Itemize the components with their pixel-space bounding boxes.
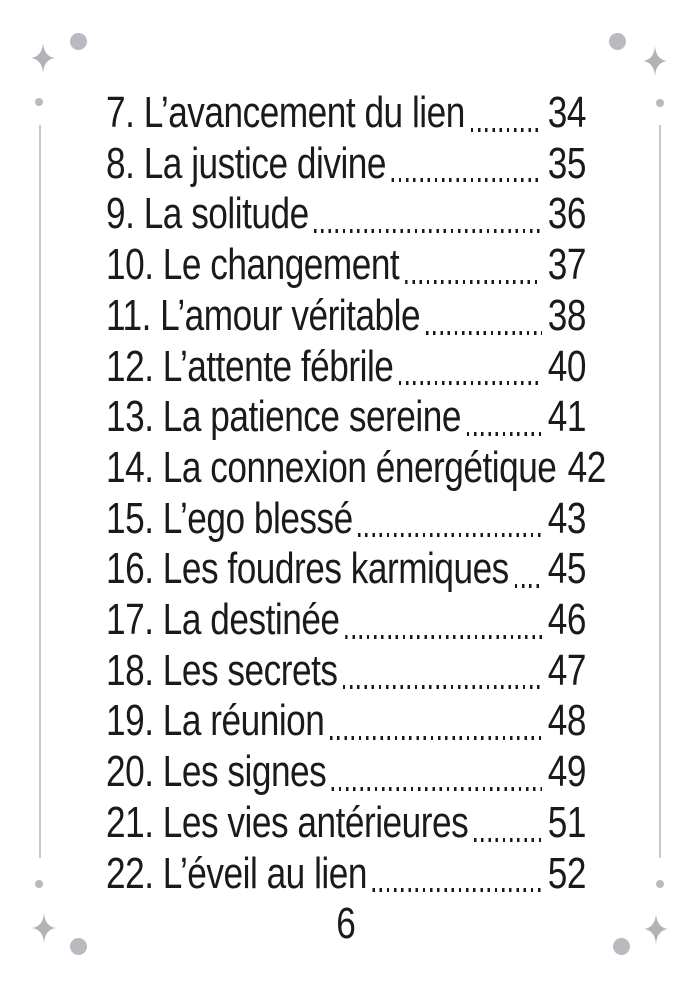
dot-leader [358,533,543,538]
toc-entry-page-number: 41 [547,392,587,442]
toc-entry-page-number: 43 [547,493,587,543]
toc-entry-page-number: 37 [547,240,587,290]
table-of-contents: 7. L’avancement du lien 34 8. La justice… [106,88,606,950]
toc-entry-page-number: 36 [547,189,587,239]
toc-entry[interactable]: 12. L’attente fébrile 40 [106,342,586,393]
toc-entry-label: 10. Le changement [106,240,400,290]
toc-entry[interactable]: 22. L’éveil au lien 52 [106,849,586,900]
toc-entry[interactable]: 17. La destinée 46 [106,595,586,646]
dot-leader [343,685,543,690]
toc-entry[interactable]: 16. Les foudres karmiques 45 [106,544,586,595]
toc-entry-page-number: 46 [547,595,587,645]
toc-entry-page-number: 42 [567,442,607,492]
toc-entry[interactable]: 8. La justice divine 35 [106,139,586,190]
toc-entry[interactable]: 14. La connexion énergétique 42 [106,442,606,494]
page-number: 6 [336,899,356,949]
toc-entry-page-number: 35 [547,138,587,188]
toc-entry-label: 14. La connexion énergétique [106,442,557,492]
toc-entry[interactable]: 10. Le changement 37 [106,240,586,291]
toc-entry-label: 22. L’éveil au lien [106,848,367,898]
dot-small-icon [656,880,664,888]
dot-leader [391,178,543,183]
toc-entry-label: 15. L’ego blessé [106,493,353,543]
toc-entry-page-number: 34 [547,88,587,137]
dot-small-icon [35,880,43,888]
toc-entry-label: 17. La destinée [106,595,340,645]
toc-entry-label: 21. Les vies antérieures [106,797,469,847]
dot-leader [398,381,543,386]
toc-entry-label: 19. La réunion [106,696,325,746]
dot-leader [314,229,543,234]
dot-leader [331,786,543,791]
dot-large-icon [609,33,626,50]
toc-entry[interactable]: 9. La solitude 36 [106,189,586,240]
toc-entry[interactable]: 19. La réunion 48 [106,696,586,747]
dot-leader [329,736,543,741]
toc-entry-label: 18. Les secrets [106,645,338,695]
toc-entry-label: 7. L’avancement du lien [106,88,465,137]
toc-list: 7. L’avancement du lien 34 8. La justice… [106,88,606,900]
toc-entry-label: 12. L’attente fébrile [106,341,394,391]
toc-entry[interactable]: 13. La patience sereine 41 [106,392,586,443]
dot-leader [514,584,543,589]
toc-entry-label: 9. La solitude [106,189,309,239]
dot-large-icon [70,938,87,955]
toc-entry[interactable]: 7. L’avancement du lien 34 [106,88,586,139]
side-line-left [39,125,41,858]
toc-entry-page-number: 45 [547,544,587,594]
toc-entry-page-number: 38 [547,290,587,340]
dot-small-icon [656,99,664,107]
toc-entry[interactable]: 21. Les vies antérieures 51 [106,798,586,849]
dot-leader [470,127,543,132]
toc-entry-label: 8. La justice divine [106,138,386,188]
sparkle-icon [643,46,667,76]
toc-entry-label: 20. Les signes [106,747,327,797]
toc-entry-label: 16. Les foudres karmiques [106,544,509,594]
toc-entry-page-number: 49 [547,747,587,797]
side-line-right [659,125,661,858]
sparkle-icon [31,43,55,73]
dot-leader [372,888,543,893]
dot-large-icon [613,938,630,955]
toc-entry[interactable]: 20. Les signes 49 [106,747,586,798]
toc-entry[interactable]: 18. Les secrets 47 [106,646,586,697]
dot-leader [345,634,543,639]
toc-entry-label: 13. La patience sereine [106,392,461,442]
dot-leader [425,330,543,335]
sparkle-icon [32,913,56,943]
toc-entry-page-number: 52 [547,848,587,898]
dot-leader [404,279,543,284]
toc-entry-page-number: 47 [547,645,587,695]
toc-entry[interactable]: 15. L’ego blessé 43 [106,494,586,545]
toc-entry-page-number: 48 [547,696,587,746]
dot-leader [473,837,543,842]
toc-entry-label: 11. L’amour véritable [106,290,421,340]
toc-entry-page-number: 51 [547,797,587,847]
sparkle-icon [644,914,668,944]
dot-large-icon [70,33,87,50]
dot-small-icon [35,98,43,106]
toc-entry[interactable]: 11. L’amour véritable 38 [106,291,586,342]
dot-leader [466,431,543,436]
toc-entry-page-number: 40 [547,341,587,391]
